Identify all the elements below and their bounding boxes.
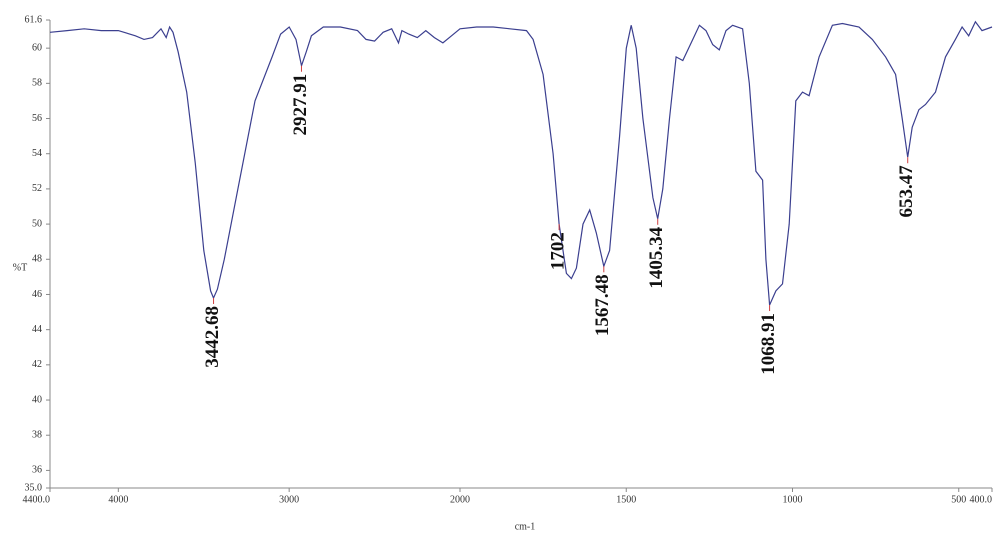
- y-tick-label: 58: [32, 78, 42, 89]
- peak-label: 2927.91: [290, 74, 311, 136]
- spectrum-line: [49, 20, 993, 306]
- y-tick-label: 35.0: [25, 482, 43, 493]
- x-tick-label: 3000: [279, 494, 299, 505]
- y-tick-label: 40: [32, 394, 42, 405]
- y-tick-label: 48: [32, 254, 42, 265]
- y-tick-label: 60: [32, 42, 42, 53]
- y-tick-label: 56: [32, 113, 42, 124]
- y-tick-label: 54: [32, 148, 42, 159]
- y-tick-label: 50: [32, 218, 42, 229]
- x-tick-label: 1000: [783, 494, 803, 505]
- x-tick-label: 2000: [450, 494, 470, 505]
- x-tick-label: 4400.0: [23, 494, 51, 505]
- y-tick-label: 42: [32, 359, 42, 370]
- y-axis-label: %T: [13, 262, 27, 273]
- peak-label: 1068.91: [758, 313, 779, 375]
- peak-label: 1405.34: [646, 226, 667, 288]
- peak-label: 653.47: [896, 165, 917, 218]
- y-tick-label: 61.6: [25, 14, 43, 25]
- x-axis-label: cm-1: [515, 521, 536, 532]
- x-tick-label: 4000: [108, 494, 128, 505]
- y-tick-label: 38: [32, 430, 42, 441]
- x-tick-label: 500: [951, 494, 966, 505]
- peak-label: 1567.48: [592, 274, 613, 336]
- y-tick-label: 52: [32, 183, 42, 194]
- x-tick-label: 1500: [616, 494, 636, 505]
- y-tick-label: 46: [32, 289, 42, 300]
- y-tick-label: 36: [32, 465, 42, 476]
- peak-label: 3442.68: [202, 306, 223, 368]
- y-tick-label: 44: [32, 324, 42, 335]
- x-tick-label: 400.0: [970, 494, 993, 505]
- peak-label: 1702: [547, 232, 568, 270]
